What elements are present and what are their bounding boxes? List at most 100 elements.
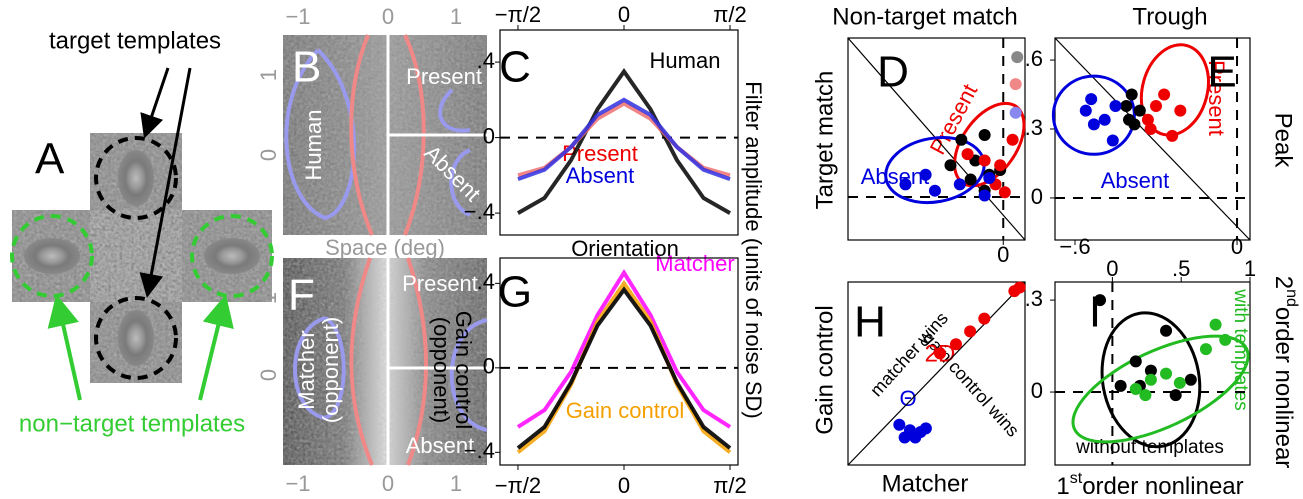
axis-label: Target match — [811, 71, 838, 210]
point — [1219, 333, 1232, 346]
template — [118, 310, 154, 366]
contour — [438, 88, 471, 133]
point — [1173, 376, 1186, 389]
annotation: Present — [402, 271, 478, 296]
contour — [293, 316, 346, 421]
series-label: Absent — [1101, 168, 1170, 193]
nontarget-circle — [10, 214, 94, 298]
annotation: Gain control — [451, 311, 476, 430]
point — [944, 159, 957, 172]
arrow — [47, 294, 82, 401]
panel-a: A target templates non−target templates — [10, 27, 274, 437]
point — [998, 186, 1011, 199]
axis-label: Matcher — [882, 470, 969, 497]
y-tick-label: 1 — [256, 69, 281, 81]
axis-label: Orientation — [571, 236, 679, 261]
series-label: Gain control — [566, 398, 685, 423]
template — [118, 150, 154, 206]
plot-frame — [1054, 281, 1251, 466]
series-line — [517, 97, 731, 182]
plot-frame — [1054, 37, 1251, 241]
x-tick-label: 0 — [1106, 256, 1118, 281]
y-tick-label: .6 — [1025, 46, 1043, 71]
arrow — [198, 294, 234, 401]
target-circle — [94, 136, 178, 220]
contour — [349, 34, 426, 236]
y-tick-label: .4 — [477, 269, 495, 294]
contour — [349, 257, 428, 466]
panel-label: G — [498, 268, 532, 317]
annotation: target templates — [49, 27, 221, 54]
y-tick-label: 1 — [256, 292, 281, 304]
point — [928, 184, 941, 197]
contour — [449, 318, 488, 432]
point — [1139, 389, 1152, 402]
axis-label: 1storder nonlinear — [1056, 470, 1243, 499]
x-tick-label: 1 — [450, 4, 462, 29]
panel-label: B — [292, 43, 321, 92]
point — [1141, 113, 1154, 126]
point — [961, 148, 974, 161]
point — [1079, 104, 1092, 117]
point — [1209, 318, 1222, 331]
point — [964, 325, 977, 338]
x-tick-label: 1 — [1244, 256, 1256, 281]
y-tick-label: .3 — [1025, 286, 1043, 311]
annotation: Present — [406, 64, 482, 89]
axis-label: Gain control — [811, 305, 838, 434]
plot-frame — [499, 29, 739, 236]
point — [1098, 113, 1111, 126]
point — [934, 347, 947, 360]
point — [1006, 133, 1019, 146]
panel-label: A — [35, 135, 65, 184]
axis-label-part: 1 — [1056, 473, 1069, 499]
panel-label: E — [1207, 48, 1236, 97]
ellipse — [1051, 74, 1136, 156]
point — [1160, 367, 1173, 380]
point — [978, 312, 991, 325]
point — [1109, 100, 1122, 113]
series-label: Absent — [861, 164, 930, 189]
point — [1150, 100, 1163, 113]
panel-f: F Present Absent Matcher (opponent) Gain… — [256, 257, 488, 496]
chart-title: Non-target match — [832, 3, 1017, 30]
x-tick-label: π/2 — [713, 2, 747, 27]
point — [1106, 134, 1119, 147]
series-label: Human — [650, 48, 721, 73]
series-line — [516, 286, 732, 450]
y-tick-label: 0 — [1031, 378, 1043, 403]
point — [994, 159, 1007, 172]
x-tick-label: 0 — [382, 4, 394, 29]
point — [978, 189, 991, 202]
point — [1008, 285, 1021, 298]
axis-label-part: nd — [1283, 289, 1300, 307]
diagonal — [847, 281, 1026, 466]
y-tick-label: −.4 — [464, 438, 495, 463]
point — [1129, 355, 1142, 368]
diagonal — [1054, 37, 1251, 241]
series-label: Matcher — [655, 251, 734, 276]
chart-title: Trough — [1132, 3, 1207, 30]
point — [1009, 78, 1022, 91]
x-tick-label: −π/2 — [495, 2, 541, 27]
panel-b: B Present Absent Human −1 0 1 1 0 Space … — [256, 4, 487, 260]
annotation: Human — [301, 110, 326, 181]
ellipse — [1071, 334, 1250, 444]
x-tick-label: 0 — [382, 471, 394, 496]
arrow — [140, 67, 170, 139]
y-tick-label: 0 — [1031, 184, 1043, 209]
point — [955, 133, 968, 146]
panel-label: F — [288, 271, 315, 320]
series-label: Absent — [566, 163, 635, 188]
point — [1174, 104, 1187, 117]
point — [1144, 364, 1157, 377]
panel-label: H — [854, 298, 886, 347]
template — [24, 238, 80, 274]
point — [1114, 379, 1127, 392]
point — [898, 431, 911, 444]
point — [1129, 382, 1142, 395]
point — [964, 173, 977, 186]
x-tick-label: −π/2 — [495, 473, 541, 498]
series-line — [516, 68, 732, 215]
annotation: (opponent) — [429, 317, 454, 423]
